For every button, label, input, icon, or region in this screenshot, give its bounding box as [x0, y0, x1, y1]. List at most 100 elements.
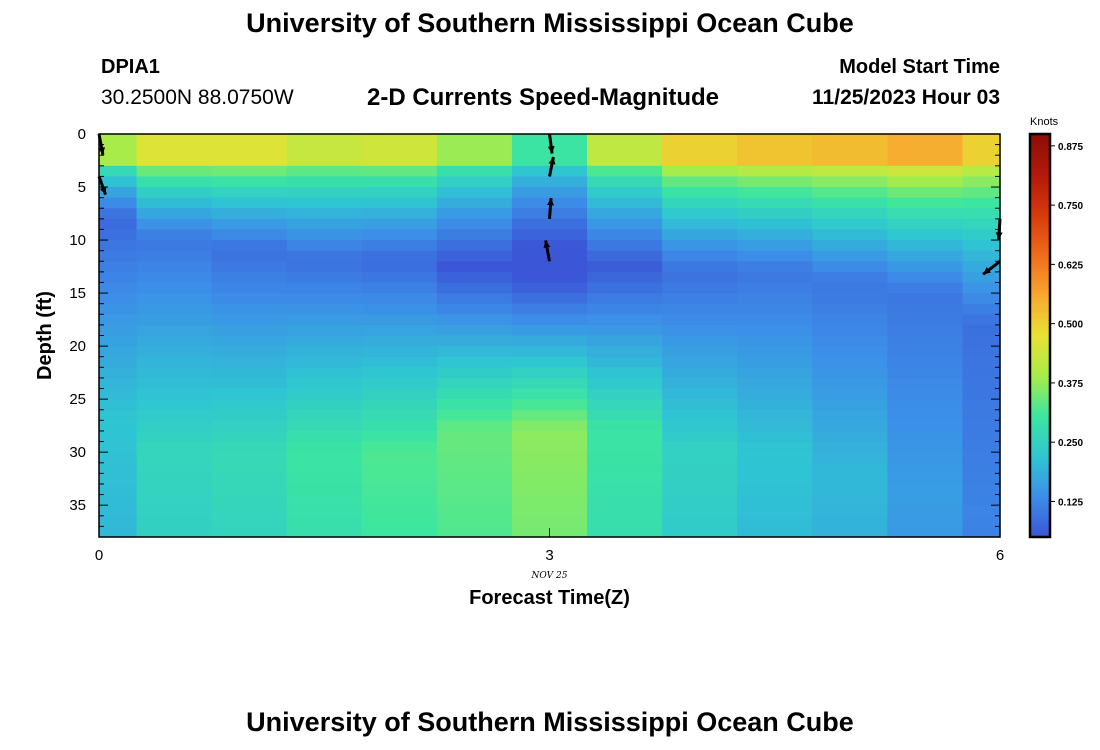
- heatmap-cell: [436, 229, 513, 241]
- heatmap-cell: [286, 293, 363, 305]
- heatmap-cell: [737, 314, 813, 326]
- heatmap-cell: [587, 526, 663, 538]
- station-id: DPIA1: [101, 56, 160, 78]
- heatmap-cell: [662, 165, 738, 178]
- heatmap-cell: [887, 187, 964, 199]
- heatmap-cell: [587, 165, 663, 178]
- heatmap-cell: [587, 515, 663, 527]
- heatmap-cell: [436, 144, 513, 156]
- heatmap-cell: [662, 505, 738, 517]
- heatmap-cell: [511, 462, 588, 474]
- heatmap-cell: [962, 430, 1001, 443]
- heatmap-cell: [136, 324, 213, 337]
- x-tick-label: 0: [95, 547, 103, 564]
- heatmap-cell: [511, 187, 588, 199]
- heatmap-cell: [587, 208, 663, 220]
- heatmap-cell: [99, 515, 138, 527]
- heatmap-cell: [887, 282, 964, 294]
- y-tick-label: 15: [69, 285, 86, 302]
- heatmap-cell: [737, 494, 813, 506]
- heatmap-cell: [662, 250, 738, 262]
- heatmap-cell: [211, 483, 288, 496]
- heatmap-cell: [436, 261, 513, 273]
- colorbar-tick-label: 0.375: [1058, 379, 1083, 390]
- heatmap-cell: [436, 367, 513, 379]
- heatmap-cell: [436, 293, 513, 305]
- heatmap-cell: [662, 314, 738, 326]
- heatmap-cell: [737, 452, 813, 464]
- heatmap-cell: [962, 240, 1001, 252]
- heatmap-cell: [286, 250, 363, 262]
- heatmap-cell: [737, 399, 813, 411]
- heatmap-cell: [436, 335, 513, 347]
- heatmap-cell: [737, 346, 813, 358]
- heatmap-cell: [887, 144, 964, 156]
- heatmap-cell: [737, 303, 813, 315]
- colorbar-tick-label: 0.875: [1058, 142, 1083, 153]
- heatmap-cell: [211, 261, 288, 273]
- heatmap-cell: [136, 208, 213, 220]
- heatmap-cell: [662, 218, 738, 231]
- heatmap-cell: [136, 420, 213, 432]
- heatmap-cell: [211, 165, 288, 178]
- heatmap-cell: [812, 208, 888, 220]
- heatmap-cell: [737, 430, 813, 443]
- heatmap-cell: [511, 367, 588, 379]
- page-title: University of Southern Mississippi Ocean…: [246, 8, 854, 38]
- heatmap-cell: [286, 399, 363, 411]
- y-axis-title: Depth (ft): [34, 291, 56, 380]
- heatmap-cell: [211, 473, 288, 485]
- x-tick-label: 3: [545, 547, 553, 564]
- heatmap-cell: [286, 229, 363, 241]
- heatmap-cell: [211, 388, 288, 400]
- heatmap-cell: [211, 282, 288, 294]
- heatmap-cell: [99, 155, 138, 167]
- heatmap-cell: [511, 356, 588, 368]
- heatmap-cell: [211, 208, 288, 220]
- heatmap-cell: [136, 346, 213, 358]
- heatmap-cell: [662, 144, 738, 156]
- heatmap-cell: [887, 452, 964, 464]
- heatmap-cell: [962, 218, 1001, 231]
- heatmap-cell: [587, 134, 663, 146]
- heatmap-cell: [99, 505, 138, 517]
- heatmap-cell: [361, 271, 438, 284]
- heatmap-cell: [662, 134, 738, 146]
- current-vector: [97, 175, 107, 196]
- heatmap-cell: [587, 462, 663, 474]
- heatmap-cell: [136, 505, 213, 517]
- heatmap-cell: [361, 197, 438, 209]
- heatmap-cell: [286, 494, 363, 506]
- vector-head: [547, 145, 555, 154]
- heatmap-cell: [511, 441, 588, 453]
- heatmap-cell: [587, 314, 663, 326]
- heatmap-cell: [962, 303, 1001, 315]
- heatmap-cell: [436, 187, 513, 199]
- heatmap-cell: [511, 335, 588, 347]
- heatmap-cell: [286, 441, 363, 453]
- x-axis-title: Forecast Time(Z): [469, 587, 630, 609]
- heatmap-cell: [587, 399, 663, 411]
- heatmap-cell: [587, 420, 663, 432]
- heatmap-cell: [361, 420, 438, 432]
- x-tick-labels: 0 3 6: [95, 547, 1004, 564]
- heatmap-cell: [887, 346, 964, 358]
- heatmap-cell: [211, 134, 288, 146]
- heatmap-cell: [511, 314, 588, 326]
- heatmap-cell: [211, 335, 288, 347]
- heatmap-cell: [136, 155, 213, 167]
- heatmap-cell: [662, 187, 738, 199]
- heatmap-cell: [887, 324, 964, 337]
- heatmap-cell: [662, 388, 738, 400]
- heatmap-cell: [211, 240, 288, 252]
- heatmap-cell: [962, 261, 1001, 273]
- heatmap-cell: [662, 271, 738, 284]
- heatmap-cell: [361, 293, 438, 305]
- heatmap-cell: [286, 367, 363, 379]
- heatmap-cell: [812, 399, 888, 411]
- heatmap-cell: [361, 346, 438, 358]
- heatmap-cell: [286, 144, 363, 156]
- heatmap-cell: [361, 240, 438, 252]
- heatmap-cell: [361, 250, 438, 262]
- heatmap-cell: [587, 282, 663, 294]
